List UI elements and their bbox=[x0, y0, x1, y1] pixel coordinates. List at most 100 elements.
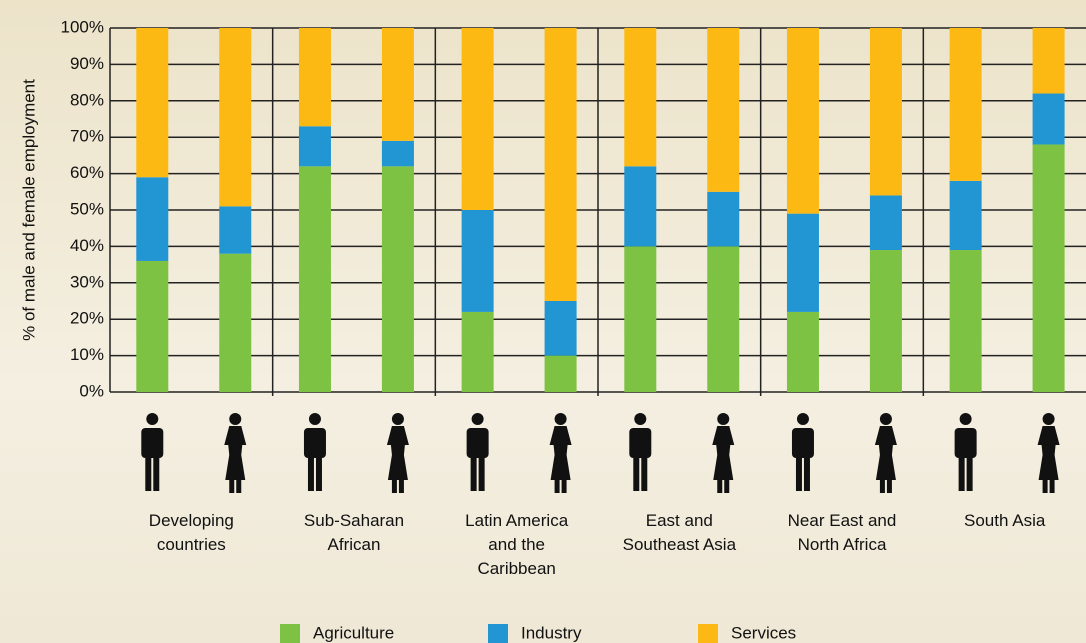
bar-segment bbox=[219, 28, 252, 207]
female-icon bbox=[1037, 413, 1060, 493]
legend-swatch bbox=[698, 624, 718, 643]
icon-dress bbox=[874, 426, 897, 480]
male-icon bbox=[466, 413, 489, 491]
icon-dress bbox=[386, 426, 409, 480]
y-tick-label: 90% bbox=[70, 54, 104, 73]
icon-leg bbox=[1049, 478, 1055, 493]
female-icon bbox=[386, 413, 409, 493]
bar-segment bbox=[381, 140, 414, 167]
bar-segment bbox=[136, 260, 169, 392]
bar-segment bbox=[869, 250, 902, 392]
male-icon bbox=[791, 413, 814, 491]
icon-body bbox=[303, 428, 326, 458]
icon-leg bbox=[886, 478, 892, 493]
bar-segment bbox=[544, 28, 577, 301]
x-tick-label-line: North Africa bbox=[798, 535, 887, 554]
icon-head bbox=[959, 413, 972, 425]
bar-segment bbox=[461, 210, 494, 312]
icon-head bbox=[391, 413, 404, 425]
x-tick-label-line: South Asia bbox=[964, 511, 1046, 530]
bar-segment bbox=[786, 28, 819, 214]
icon-leg bbox=[554, 478, 560, 493]
y-tick-label: 40% bbox=[70, 236, 104, 255]
icon-body bbox=[954, 428, 977, 458]
icon-body bbox=[791, 428, 814, 458]
icon-leg bbox=[724, 478, 730, 493]
icon-leg bbox=[229, 478, 235, 493]
bar-segment bbox=[786, 213, 819, 312]
icon-head bbox=[554, 413, 567, 425]
icon-head bbox=[1042, 413, 1055, 425]
x-tick-label-line: countries bbox=[157, 535, 226, 554]
bar-segment bbox=[707, 246, 740, 392]
y-tick-label: 70% bbox=[70, 127, 104, 146]
bar-segment bbox=[136, 28, 169, 178]
bar-segment bbox=[869, 28, 902, 196]
icon-dress bbox=[224, 426, 247, 480]
bar-segment bbox=[298, 28, 331, 127]
bar-segment bbox=[381, 28, 414, 141]
x-tick-label-line: African bbox=[328, 535, 381, 554]
icon-leg bbox=[1042, 478, 1048, 493]
icon-head bbox=[308, 413, 321, 425]
bar-segment bbox=[1032, 144, 1065, 392]
x-tick-label-line: Caribbean bbox=[477, 559, 555, 578]
icon-leg bbox=[478, 456, 485, 491]
female-icon bbox=[712, 413, 735, 493]
bar-segment bbox=[1032, 28, 1065, 94]
y-axis-label: % of male and female employment bbox=[19, 79, 38, 341]
male-icon bbox=[141, 413, 164, 491]
x-tick-label: East and Southeast Asia bbox=[623, 511, 737, 554]
x-tick-label-line: and the bbox=[488, 535, 545, 554]
bar-segment bbox=[869, 195, 902, 251]
icon-dress bbox=[712, 426, 735, 480]
icon-leg bbox=[561, 478, 567, 493]
y-tick-label: 10% bbox=[70, 345, 104, 364]
female-icon bbox=[874, 413, 897, 493]
icon-leg bbox=[641, 456, 648, 491]
female-icon bbox=[549, 413, 572, 493]
bar-segment bbox=[949, 180, 982, 251]
icon-leg bbox=[153, 456, 160, 491]
legend-swatch bbox=[488, 624, 508, 643]
icon-leg bbox=[307, 456, 314, 491]
x-tick-label-line: Latin America bbox=[465, 511, 569, 530]
icon-leg bbox=[391, 478, 397, 493]
y-tick-label: 50% bbox=[70, 199, 104, 218]
bar-segment bbox=[219, 206, 252, 254]
icon-head bbox=[879, 413, 892, 425]
x-tick-label: Developing countries bbox=[149, 511, 234, 554]
icon-leg bbox=[470, 456, 477, 491]
icon-leg bbox=[633, 456, 640, 491]
bar-segment bbox=[786, 311, 819, 392]
icon-leg bbox=[966, 456, 973, 491]
icon-body bbox=[141, 428, 164, 458]
y-tick-label: 100% bbox=[61, 17, 104, 36]
bar-segment bbox=[949, 250, 982, 392]
icon-head bbox=[717, 413, 730, 425]
bar-segment bbox=[461, 28, 494, 210]
x-tick-label-line: Southeast Asia bbox=[623, 535, 737, 554]
icon-leg bbox=[145, 456, 152, 491]
bar-segment bbox=[219, 253, 252, 392]
y-tick-label: 60% bbox=[70, 163, 104, 182]
x-tick-label-line: Near East and bbox=[788, 511, 897, 530]
bar-segment bbox=[298, 126, 331, 167]
icon-leg bbox=[236, 478, 242, 493]
legend-label: Services bbox=[731, 623, 796, 642]
bar-segment bbox=[136, 177, 169, 261]
bar-segment bbox=[298, 166, 331, 392]
x-tick-label-line: East and bbox=[646, 511, 713, 530]
bar-segment bbox=[707, 28, 740, 192]
icon-leg bbox=[803, 456, 810, 491]
y-tick-label: 80% bbox=[70, 90, 104, 109]
legend-label: Industry bbox=[521, 623, 582, 642]
bar-segment bbox=[544, 301, 577, 356]
x-tick-label: South Asia bbox=[964, 511, 1046, 530]
legend-swatch bbox=[280, 624, 300, 643]
female-icon bbox=[224, 413, 247, 493]
male-icon bbox=[954, 413, 977, 491]
icon-leg bbox=[795, 456, 802, 491]
bar-segment bbox=[381, 166, 414, 392]
